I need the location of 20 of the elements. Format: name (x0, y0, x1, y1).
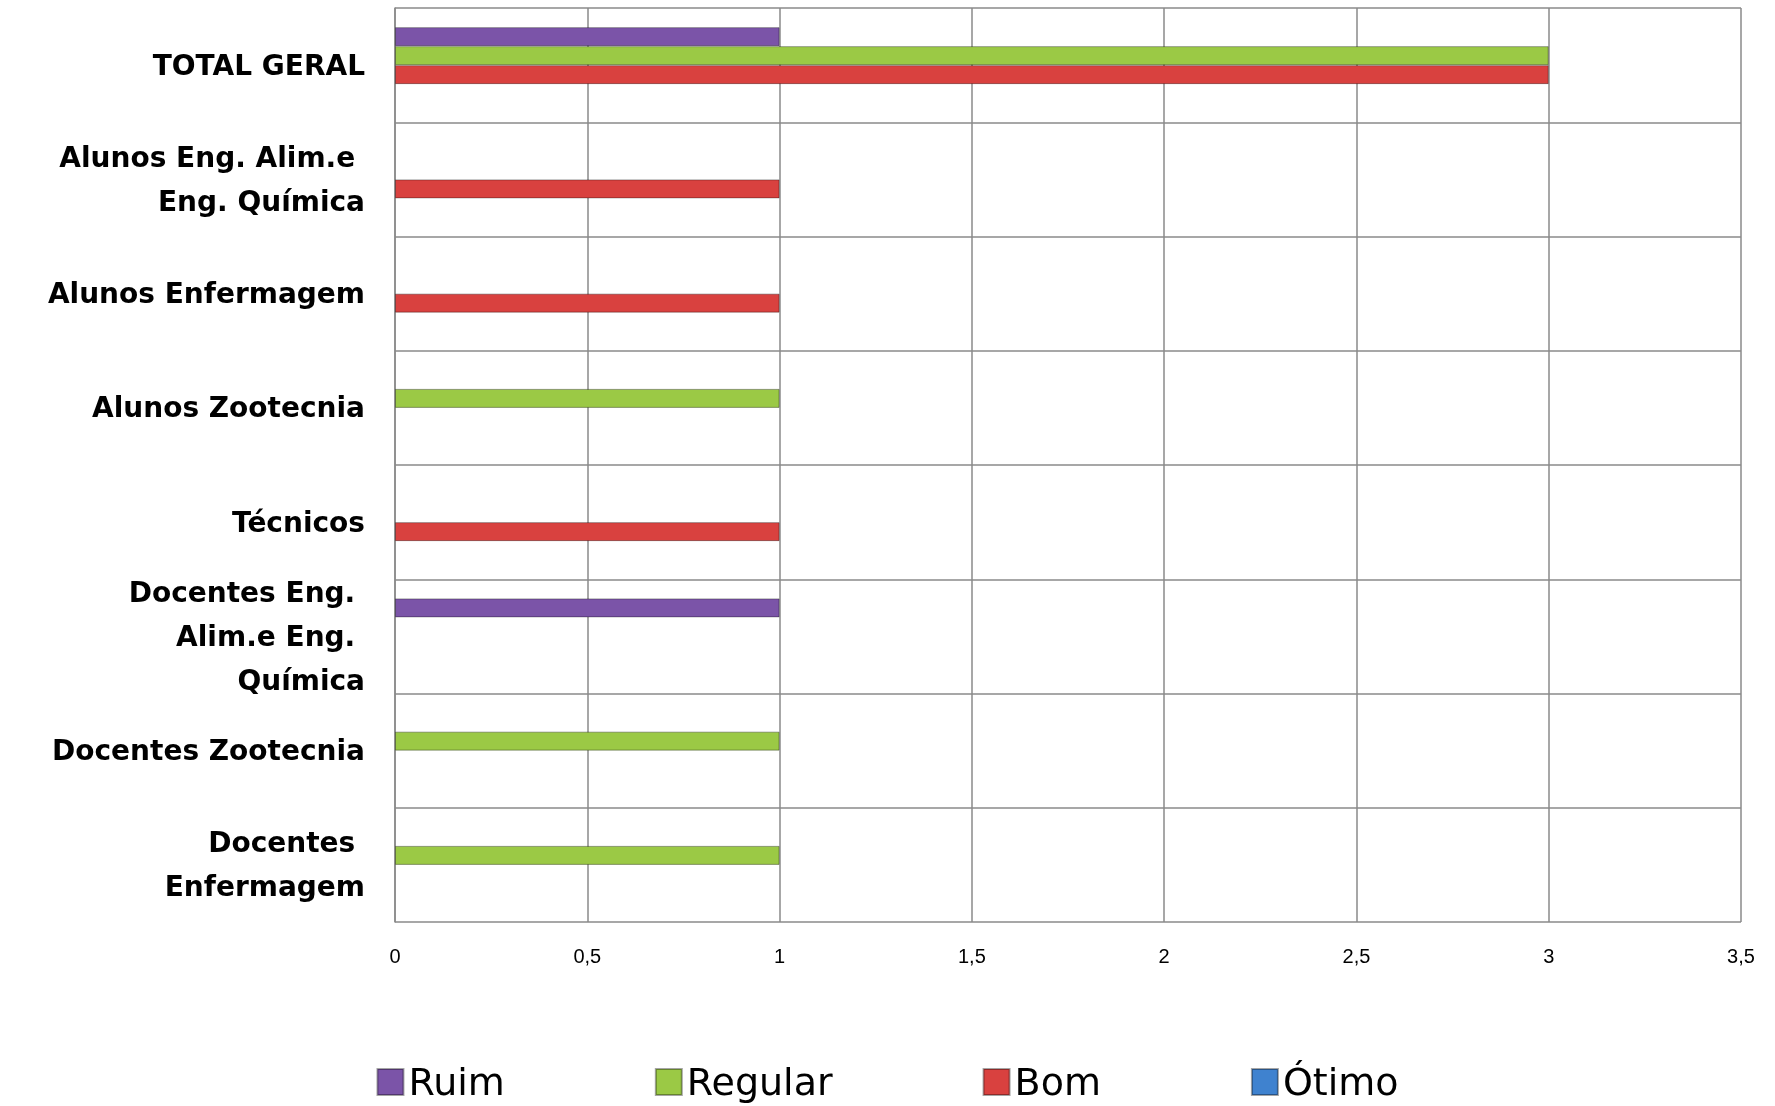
y-tick-label: Docentes Enfermagem (164, 826, 365, 904)
y-tick-label: Alunos Zootecnia (92, 391, 365, 425)
x-tick-label: 0 (389, 945, 401, 967)
x-tick-label: 1,5 (957, 945, 986, 967)
x-tick-label: 3 (1543, 945, 1555, 967)
y-tick-label: TOTAL GERAL (152, 48, 366, 82)
legend-label: Ruim (408, 1060, 505, 1104)
y-tick-label: Alunos Eng. Alim.e Eng. Química (59, 140, 365, 218)
y-tick-label: Docentes Eng. Alim.e Eng. Química (128, 575, 365, 697)
x-tick-label: 2 (1158, 945, 1170, 967)
legend-label: Ótimo (1282, 1060, 1399, 1104)
y-tick-label: Técnicos (232, 505, 365, 539)
x-tick-label: 0,5 (573, 945, 602, 967)
legend-label: Bom (1014, 1060, 1101, 1104)
x-tick-label: 1 (774, 945, 786, 967)
legend-label: Regular (686, 1060, 833, 1104)
x-tick-label: 3,5 (1727, 945, 1755, 967)
y-tick-label: Docentes Zootecnia (52, 734, 365, 768)
y-tick-label: Alunos Enfermagem (47, 277, 365, 311)
x-tick-label: 2,5 (1342, 945, 1371, 967)
